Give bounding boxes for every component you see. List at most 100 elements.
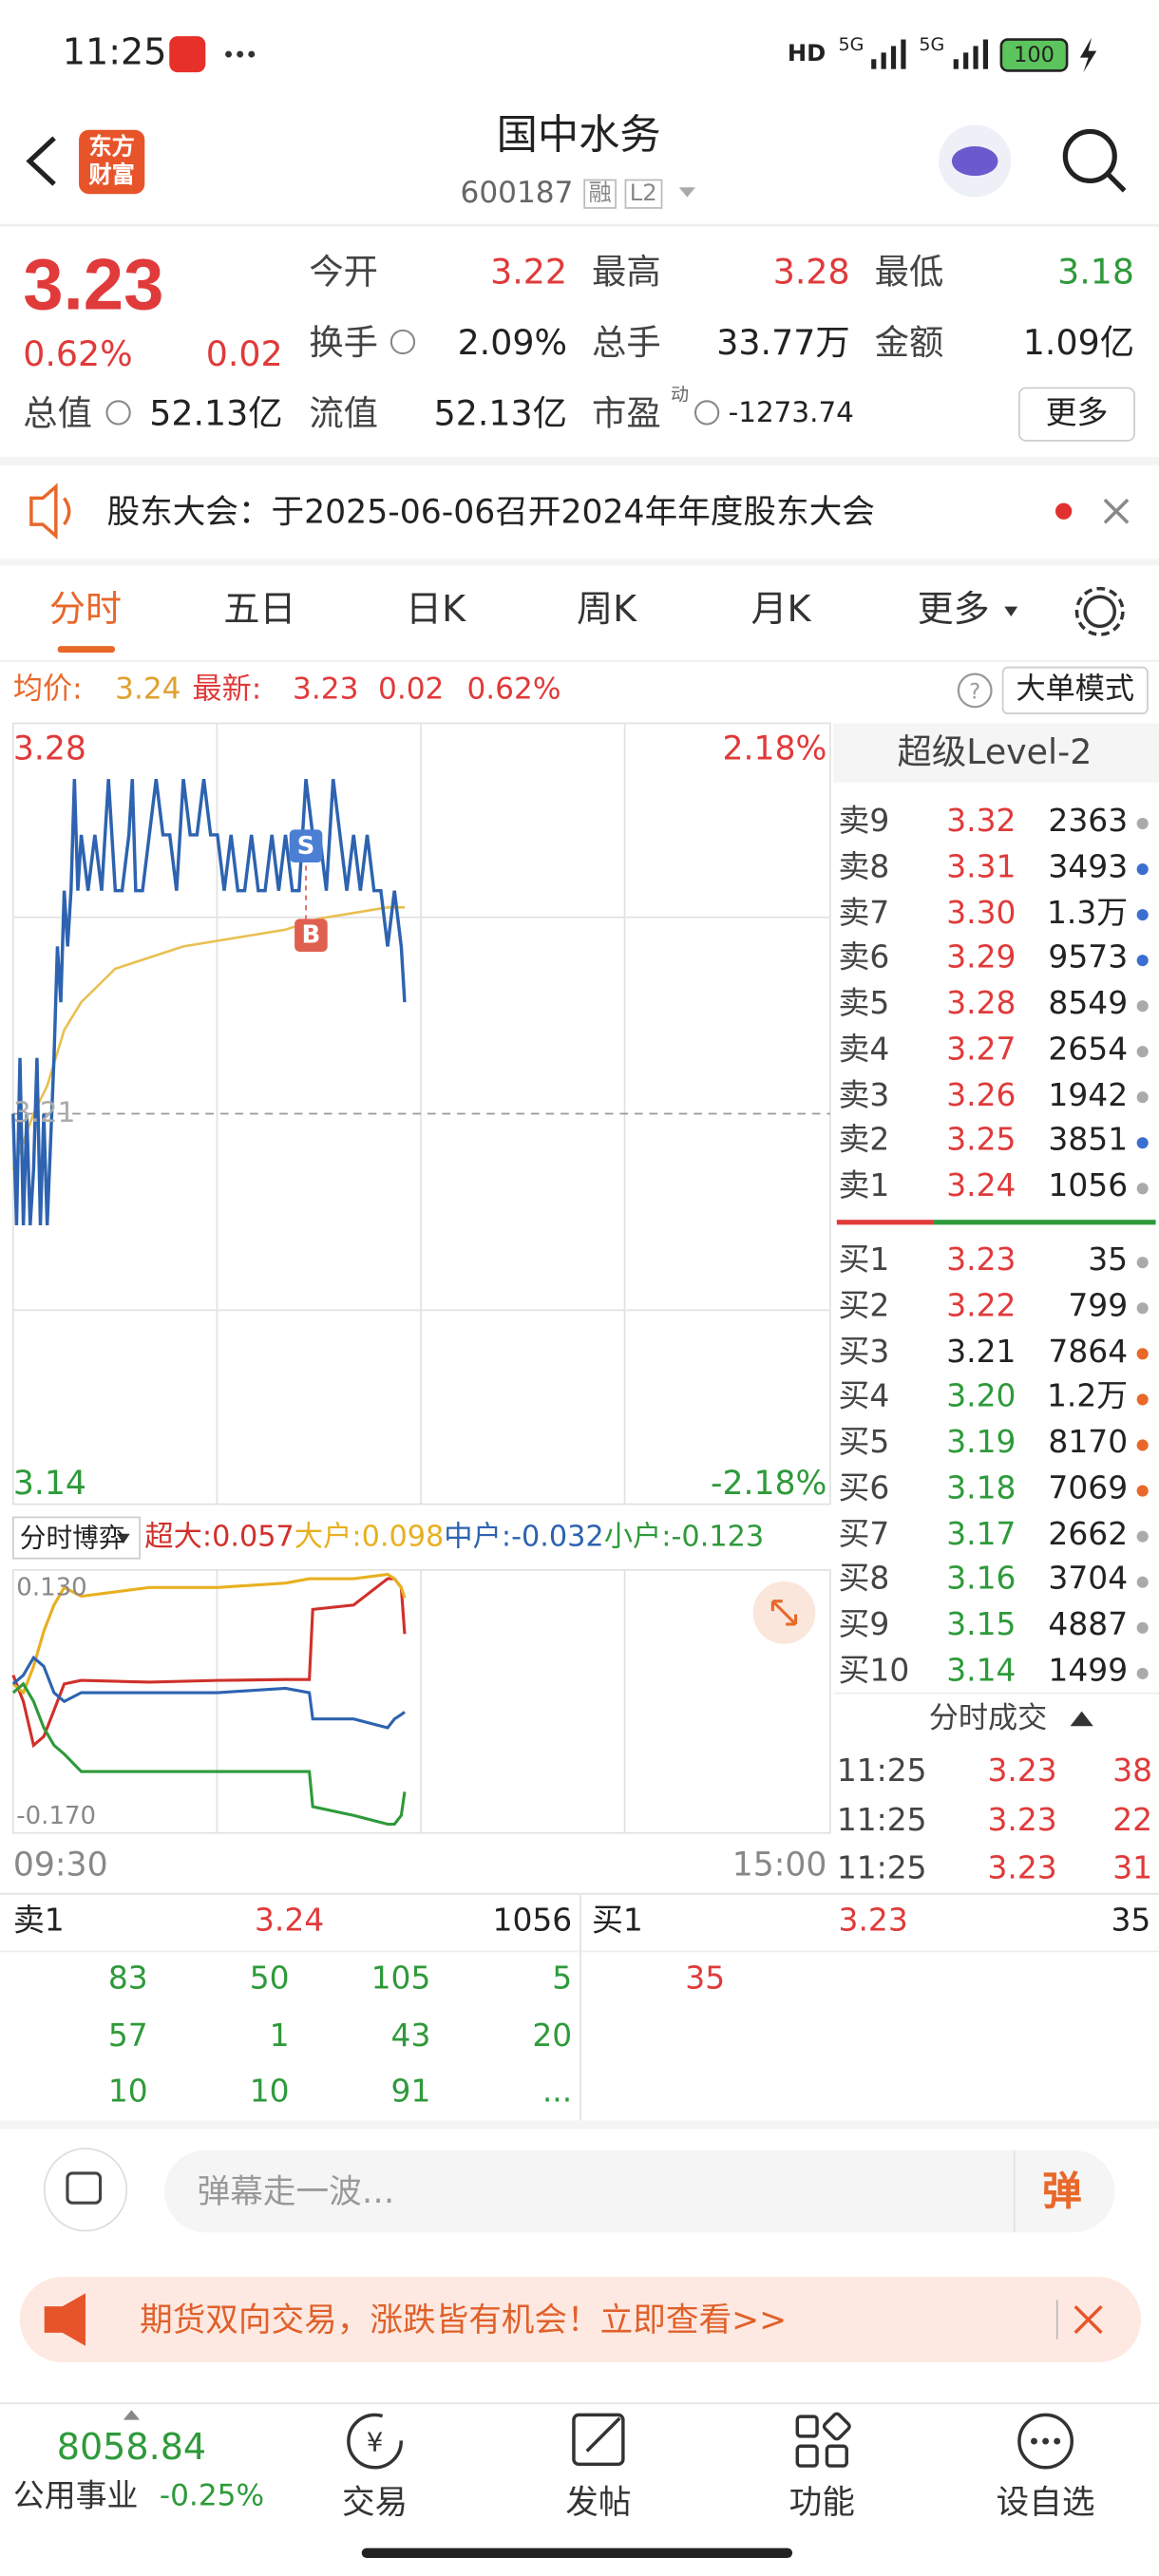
queue-order: 5 xyxy=(552,1960,573,1997)
level-dot xyxy=(1136,955,1149,967)
danmaku-button[interactable]: 弹 xyxy=(1042,2168,1082,2215)
queue-order: 1 xyxy=(269,2017,290,2055)
notice-text[interactable]: 股东大会：于2025-06-06召开2024年年度股东大会 xyxy=(106,491,875,532)
field-value: 52.13亿 xyxy=(433,393,568,434)
comment-settings[interactable] xyxy=(43,2148,128,2232)
level-label: 卖5 xyxy=(838,985,890,1022)
level-label: 买3 xyxy=(838,1333,890,1370)
trade-price: 3.23 xyxy=(987,1849,1057,1886)
stock-name: 国中水务 xyxy=(496,110,661,160)
nav-item[interactable]: 交易 xyxy=(341,2482,408,2522)
ask-bar xyxy=(836,1220,934,1225)
tab[interactable]: 月K xyxy=(750,590,811,632)
level-volume: 2654 xyxy=(1048,1031,1129,1068)
dropdown-icon[interactable] xyxy=(1004,606,1018,617)
latest-change: 0.02 xyxy=(378,672,445,708)
legend-value: -0.123 xyxy=(671,1521,765,1554)
tab[interactable]: 日K xyxy=(406,590,466,632)
queue-order: 35 xyxy=(685,1960,726,1997)
comment-placeholder[interactable]: 弹幕走一波… xyxy=(197,2171,395,2211)
queue-price: 3.23 xyxy=(838,1903,908,1940)
expand-indicator[interactable] xyxy=(123,2410,141,2420)
tab[interactable]: 周K xyxy=(577,590,637,632)
post-icon[interactable] xyxy=(572,2413,625,2467)
level-label: 买7 xyxy=(838,1516,890,1553)
field-label: 最高 xyxy=(591,252,661,293)
trade-time: 11:25 xyxy=(836,1801,927,1838)
orderbook-header xyxy=(833,723,1159,783)
tab[interactable]: 分时 xyxy=(48,590,123,632)
field-value: 1.09亿 xyxy=(1022,323,1135,363)
ad-banner[interactable] xyxy=(19,2277,1141,2363)
legend-value: -0.032 xyxy=(511,1521,604,1554)
mode-button[interactable] xyxy=(1001,666,1149,714)
level-label: 卖4 xyxy=(838,1031,890,1068)
level-price: 3.27 xyxy=(946,1031,1016,1068)
index-change: -0.25% xyxy=(159,2478,265,2514)
field-value: 52.13亿 xyxy=(149,393,283,434)
tab[interactable]: 更多 xyxy=(917,590,990,632)
watchlist-icon[interactable] xyxy=(1017,2413,1074,2470)
comment-input[interactable] xyxy=(164,2150,1115,2233)
more-button-label[interactable]: 更多 xyxy=(1045,395,1109,432)
y-tick-label: 3.14 xyxy=(12,1463,86,1503)
level-dot xyxy=(1136,1439,1149,1451)
stock-code: 600187 xyxy=(460,176,574,211)
trade-icon-glyph: ¥ xyxy=(367,2426,384,2457)
level-dot xyxy=(1136,1183,1149,1195)
ad-text[interactable]: 期货双向交易，涨跌皆有机会！立即查看>> xyxy=(140,2300,788,2339)
help-icon[interactable] xyxy=(957,672,993,709)
selector-box[interactable] xyxy=(11,1516,141,1560)
info-icon[interactable] xyxy=(694,400,720,426)
trade-price: 3.23 xyxy=(987,1801,1057,1838)
clock: 11:25 xyxy=(62,32,167,74)
queue-label: 卖1 xyxy=(12,1903,65,1940)
settings-button[interactable] xyxy=(1083,595,1117,629)
trade-time: 11:25 xyxy=(836,1849,927,1886)
flow-legend: 超大: 0.057 大户: 0.098 中户: -0.032 小户: -0.123 xyxy=(144,1521,765,1554)
sort-icon[interactable] xyxy=(1070,1711,1093,1727)
field-value: 33.77万 xyxy=(716,323,850,363)
mode-label[interactable]: 大单模式 xyxy=(1016,672,1135,708)
tab[interactable]: 五日 xyxy=(223,590,296,632)
nav-item[interactable]: 设自选 xyxy=(996,2482,1095,2522)
trades-title[interactable]: 分时成交 xyxy=(928,1701,1048,1736)
level-dot xyxy=(1136,1302,1149,1315)
level-price: 3.21 xyxy=(946,1333,1016,1370)
function-icon[interactable] xyxy=(795,2412,851,2468)
index-value[interactable]: 8058.84 xyxy=(56,2428,207,2470)
signal-icons xyxy=(871,39,989,69)
nav-item[interactable]: 功能 xyxy=(788,2482,855,2522)
dropdown-icon[interactable] xyxy=(678,187,696,198)
info-icon[interactable] xyxy=(105,400,131,426)
level-dot xyxy=(1136,1485,1149,1497)
level-label: 买6 xyxy=(838,1469,890,1506)
search-handle xyxy=(1106,172,1127,193)
network-type: 5G xyxy=(838,33,864,55)
level-dot xyxy=(1136,1257,1149,1269)
trade-icon[interactable] xyxy=(347,2413,403,2470)
queue-label: 买1 xyxy=(591,1903,643,1940)
latest-label: 最新: xyxy=(192,672,262,708)
nav-item[interactable]: 发帖 xyxy=(565,2482,632,2522)
field-label: 总手 xyxy=(591,323,661,363)
close-ad[interactable] xyxy=(1074,2304,1103,2335)
flow-y-label: 0.130 xyxy=(16,1572,87,1602)
level-volume: 1.2万 xyxy=(1046,1378,1129,1415)
queue-order: 57 xyxy=(107,2017,148,2055)
close-notice[interactable] xyxy=(1103,498,1130,524)
level-volume: 7864 xyxy=(1048,1333,1129,1370)
level-dot xyxy=(1136,1348,1149,1360)
flow-selector[interactable]: 分时博弈 xyxy=(19,1522,125,1554)
info-icon[interactable] xyxy=(390,329,416,355)
level-price: 3.26 xyxy=(946,1076,1016,1113)
level-volume: 35 xyxy=(1088,1241,1129,1279)
level-dot xyxy=(1136,1137,1149,1149)
search-button[interactable] xyxy=(1062,128,1117,183)
level-volume: 7069 xyxy=(1048,1469,1129,1506)
queue-order: 10 xyxy=(107,2074,148,2111)
back-button[interactable] xyxy=(26,136,56,186)
more-button[interactable] xyxy=(1018,387,1135,442)
